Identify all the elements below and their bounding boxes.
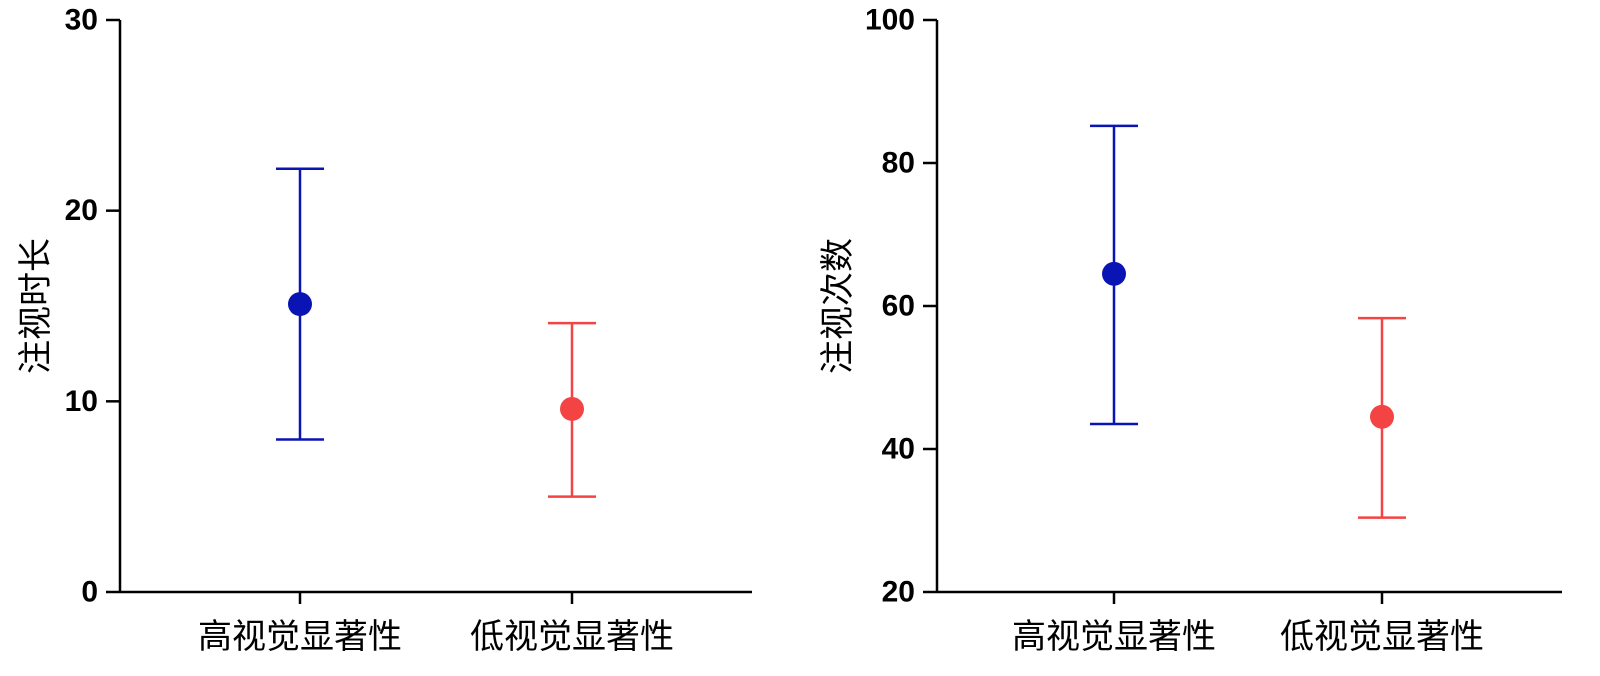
y-tick-label: 40: [882, 433, 915, 466]
mean-point: [1370, 404, 1394, 429]
x-category-label: 低视觉显著性: [1280, 617, 1484, 657]
y-tick-label: 60: [882, 290, 915, 323]
x-category-label: 低视觉显著性: [470, 617, 674, 657]
mean-point: [560, 396, 584, 421]
y-tick-label: 100: [865, 4, 915, 37]
y-tick-label: 30: [65, 4, 98, 37]
y-tick-label: 80: [882, 147, 915, 180]
y-axis-title: 注视次数: [818, 238, 858, 374]
x-category-label: 高视觉显著性: [1012, 617, 1216, 657]
panel-fixation-duration: 0 10 20 30 高视觉显著性 低视觉显著性 注视时长: [16, 4, 752, 657]
y-tick-label: 0: [81, 576, 98, 609]
panel-fixation-count: 20 40 60 80 100 高视觉显著性 低视觉显著性 注视次数: [818, 4, 1562, 657]
mean-point: [1102, 261, 1126, 286]
mean-point: [288, 292, 312, 317]
y-tick-label: 20: [882, 576, 915, 609]
y-tick-label: 10: [65, 385, 98, 418]
x-category-label: 高视觉显著性: [198, 617, 402, 657]
y-tick-label: 20: [65, 194, 98, 227]
y-axis-title: 注视时长: [16, 238, 56, 374]
